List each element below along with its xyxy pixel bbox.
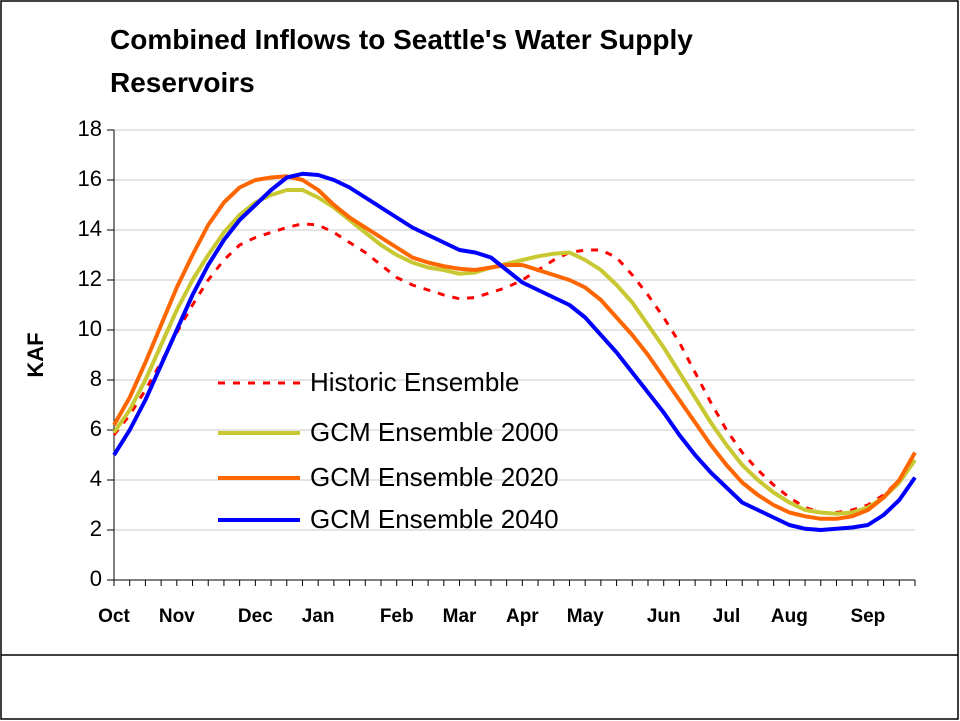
x-tick-label: May: [567, 606, 604, 627]
x-tick-label: Mar: [443, 606, 477, 627]
y-tick-label: 8: [90, 366, 102, 391]
y-axis-label: KAF: [23, 332, 48, 377]
legend-label: GCM Ensemble 2020: [310, 462, 559, 492]
x-tick-label: Jul: [713, 606, 740, 627]
x-tick-label: Sep: [850, 606, 885, 627]
x-tick-label: Dec: [238, 606, 273, 627]
legend-label: GCM Ensemble 2040: [310, 504, 559, 534]
y-tick-label: 12: [78, 266, 102, 291]
y-tick-label: 0: [90, 566, 102, 591]
series-line: [112, 171, 917, 532]
x-tick-label: Jun: [647, 606, 681, 627]
legend-label: Historic Ensemble: [310, 367, 520, 397]
x-tick-label: Oct: [98, 606, 130, 627]
chart-title: Combined Inflows to Seattle's Water Supp…: [110, 24, 693, 98]
y-tick-label: 14: [78, 216, 102, 241]
y-tick-label: 18: [78, 116, 102, 141]
y-tick-label: 10: [78, 316, 102, 341]
y-tick-label: 4: [90, 466, 102, 491]
x-tick-label: Nov: [159, 606, 195, 627]
x-tick-label: Feb: [380, 606, 414, 627]
series-line: [112, 174, 917, 521]
legend-label: GCM Ensemble 2000: [310, 417, 559, 447]
y-tick-label: 16: [78, 166, 102, 191]
x-tick-label: Apr: [506, 606, 539, 627]
series-line: [112, 188, 917, 516]
y-tick-label: 2: [90, 516, 102, 541]
y-tick-label: 6: [90, 416, 102, 441]
series-line: [112, 222, 917, 514]
x-tick-label: Jan: [302, 606, 335, 627]
x-tick-label: Aug: [771, 606, 808, 627]
